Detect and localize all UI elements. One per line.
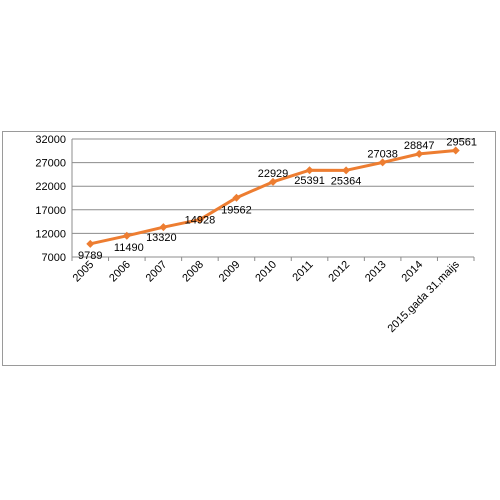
x-tick-label: 2006 [107, 259, 133, 285]
x-tick-label: 2009 [217, 259, 243, 285]
y-tick-label: 22000 [35, 181, 66, 193]
data-point [415, 149, 424, 158]
data-point [86, 239, 95, 248]
y-tick-labels: 7000 12000 17000 22000 27000 32000 [35, 134, 66, 264]
y-tick-label: 32000 [35, 134, 66, 146]
data-label: 22929 [258, 168, 289, 180]
x-tick-labels: 2005 2006 2007 2008 2009 2010 2011 2012 2013 2014… [71, 258, 463, 335]
chart-frame [2, 131, 496, 366]
data-label: 13320 [146, 232, 177, 244]
data-point [122, 231, 131, 240]
data-point [159, 223, 168, 232]
data-label: 19562 [221, 205, 252, 217]
data-label: 27038 [367, 148, 398, 160]
x-tick-label: 2015.gada 31.maijs [385, 258, 462, 335]
x-tick-label: 2005 [71, 259, 97, 285]
data-label: 29561 [446, 137, 477, 149]
x-tick-label: 2010 [253, 259, 279, 285]
y-tick-label: 7000 [42, 252, 66, 264]
y-tick-label: 27000 [35, 158, 66, 170]
x-tick-label: 2011 [290, 259, 315, 284]
series-line [89, 149, 456, 246]
x-tick-label: 2013 [363, 259, 389, 285]
x-tick-label: 2012 [326, 259, 352, 285]
y-tick-label: 12000 [35, 228, 66, 240]
data-point [451, 146, 460, 155]
data-label: 14928 [185, 215, 216, 227]
data-series [86, 146, 460, 248]
gridlines [72, 138, 474, 234]
data-label: 28847 [404, 140, 435, 152]
data-point [232, 193, 241, 202]
x-tick-label: 2014 [400, 259, 426, 285]
data-point [342, 166, 351, 175]
data-label: 11490 [114, 242, 144, 254]
y-tick-label: 17000 [35, 205, 66, 217]
data-label: 25391 [294, 175, 325, 187]
data-label: 25364 [331, 175, 362, 187]
x-tick-label: 2007 [144, 259, 170, 285]
axes [71, 139, 475, 261]
data-point [378, 158, 387, 167]
data-point [305, 166, 314, 175]
data-label: 9789 [78, 250, 102, 262]
data-point [195, 215, 204, 224]
x-tick-label: 2008 [180, 259, 206, 285]
data-point [269, 177, 277, 186]
